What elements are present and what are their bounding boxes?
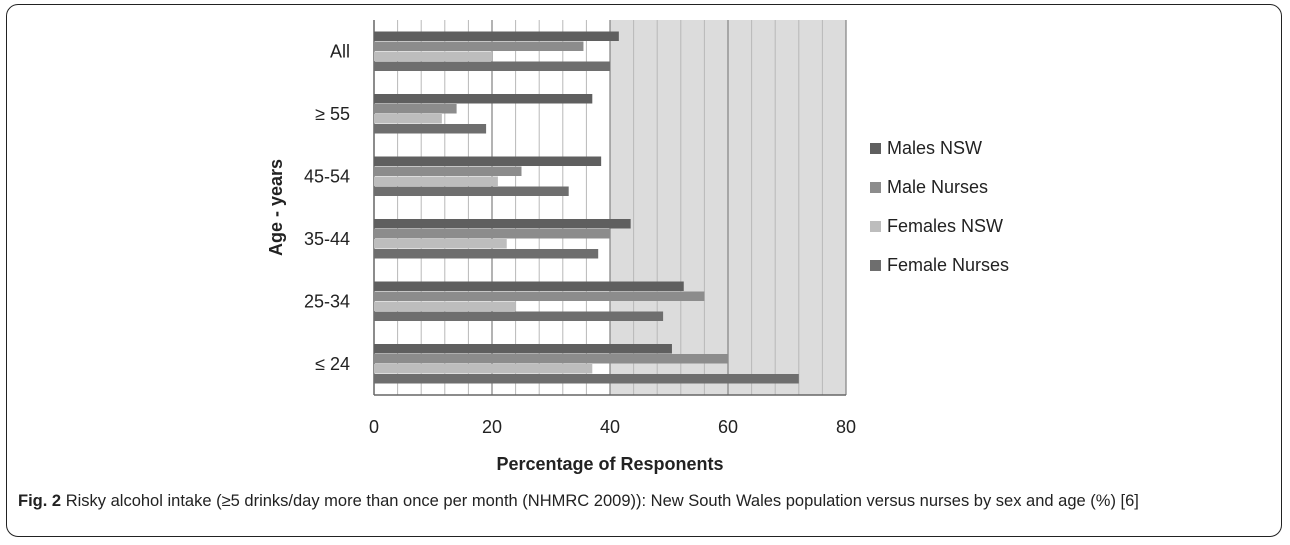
legend-label: Females NSW	[887, 216, 1003, 236]
legend-swatch	[870, 143, 881, 154]
figure-number: Fig. 2	[18, 492, 62, 510]
bar-male-nurses	[374, 41, 584, 51]
bar-female-nurses	[374, 249, 599, 259]
bar-female-nurses	[374, 124, 487, 134]
category-label: ≥ 55	[315, 104, 350, 124]
caption-text: Risky alcohol intake (≥5 drinks/day more…	[65, 492, 1139, 510]
bar-males-nsw	[374, 94, 593, 104]
bar-male-nurses	[374, 354, 728, 364]
category-label: 45-54	[304, 166, 350, 186]
bar-females-nsw	[374, 114, 442, 124]
bar-females-nsw	[374, 364, 593, 374]
legend: Males NSW Male Nurses Females NSW Female Nu…	[870, 138, 1009, 275]
bar-male-nurses	[374, 229, 610, 239]
legend-swatch	[870, 221, 881, 232]
legend-label: Female Nurses	[887, 255, 1009, 275]
bar-male-nurses	[374, 291, 705, 301]
x-axis-title: Percentage of Responents	[496, 454, 723, 474]
category-labels: All ≥ 55 45-54 35-44 25-34 ≤ 24	[304, 41, 350, 374]
bar-males-nsw	[374, 344, 672, 354]
category-label: 35-44	[304, 229, 350, 249]
bar-females-nsw	[374, 51, 492, 61]
bar-male-nurses	[374, 166, 522, 176]
bar-female-nurses	[374, 311, 664, 321]
figure-caption: Fig. 2 Risky alcohol intake (≥5 drinks/d…	[18, 490, 1273, 513]
figure-frame	[6, 4, 1282, 537]
x-tick-label: 80	[836, 417, 856, 437]
legend-swatch	[870, 182, 881, 193]
bar-female-nurses	[374, 61, 610, 71]
category-label: 25-34	[304, 291, 350, 311]
y-axis-title: Age - years	[266, 159, 286, 256]
bar-male-nurses	[374, 104, 457, 114]
legend-label: Males NSW	[887, 138, 982, 158]
legend-swatch	[870, 260, 881, 271]
bar-females-nsw	[374, 176, 498, 186]
bar-chart: All ≥ 55 45-54 35-44 25-34 ≤ 24 0 20 40 60 80 Per…	[266, 20, 1009, 474]
x-tick-label: 60	[718, 417, 738, 437]
x-tick-label: 0	[369, 417, 379, 437]
bar-males-nsw	[374, 281, 684, 291]
bar-females-nsw	[374, 301, 516, 311]
x-tick-label: 40	[600, 417, 620, 437]
bar-males-nsw	[374, 156, 602, 166]
bar-females-nsw	[374, 239, 507, 249]
bars	[374, 31, 799, 384]
category-label: All	[330, 41, 350, 61]
bar-males-nsw	[374, 219, 631, 229]
legend-label: Male Nurses	[887, 177, 988, 197]
bar-female-nurses	[374, 374, 799, 384]
x-tick-label: 20	[482, 417, 502, 437]
bar-males-nsw	[374, 31, 619, 41]
grid-lines	[373, 20, 847, 396]
x-tick-labels: 0 20 40 60 80	[369, 417, 856, 437]
bar-female-nurses	[374, 186, 569, 196]
category-label: ≤ 24	[315, 354, 350, 374]
